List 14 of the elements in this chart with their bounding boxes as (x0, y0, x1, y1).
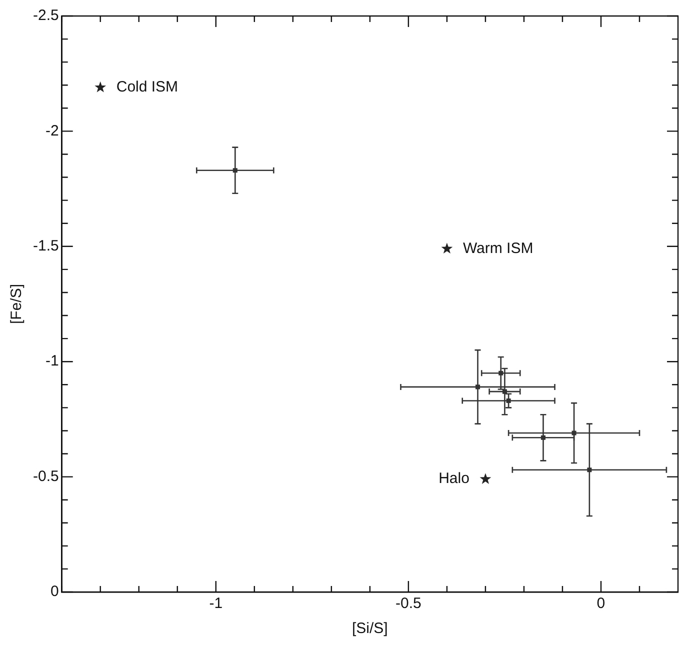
x-tick-label: -0.5 (396, 595, 422, 612)
y-tick-label: 0 (50, 583, 59, 600)
annotation: Halo (438, 470, 470, 488)
y-tick-label: -2.5 (32, 7, 59, 24)
y-tick-label: -2 (46, 122, 59, 140)
x-tick-label: -1 (209, 595, 223, 612)
annotation: Warm ISM (462, 240, 534, 257)
y-tick-label: -1 (46, 352, 59, 370)
y-tick-label: -1.5 (32, 238, 59, 255)
x-tick-label: 0 (596, 595, 606, 612)
x-axis-title: [Si/S] (352, 620, 388, 638)
y-axis-title: [Fe/S] (8, 284, 26, 324)
annotation: Cold ISM (116, 78, 178, 96)
y-tick-label: -0.5 (32, 468, 59, 485)
